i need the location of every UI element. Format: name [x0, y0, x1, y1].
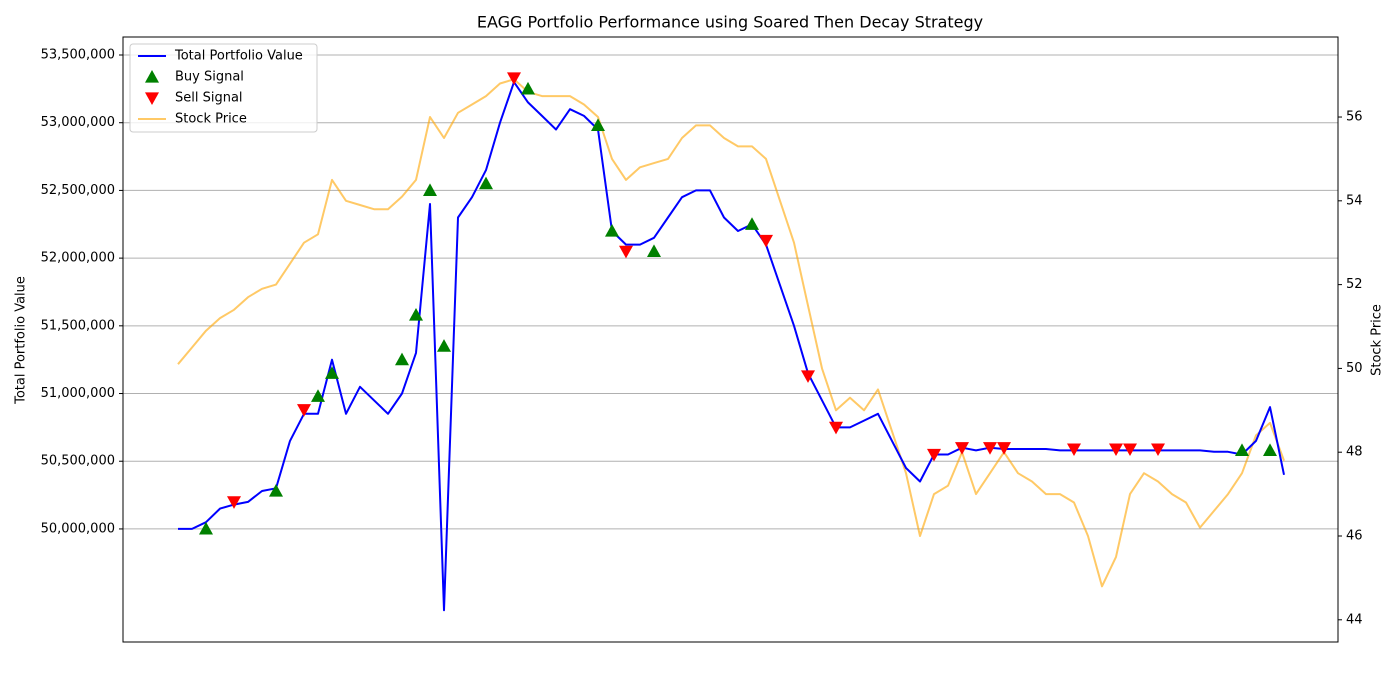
plot-frame: [122, 36, 1339, 643]
y2-axis-label: Stock Price: [1370, 304, 1385, 376]
legend-label: Sell Signal: [175, 91, 243, 106]
y2-tick-label: 46: [1346, 528, 1363, 543]
y2-tick-label: 44: [1346, 612, 1363, 627]
signal-marker: [801, 370, 815, 383]
y-tick-label: 52,000,000: [41, 251, 115, 266]
signal-marker: [409, 307, 423, 321]
y2-tick-label: 48: [1346, 445, 1363, 460]
signal-marker: [1109, 443, 1123, 457]
signal-marker: [297, 404, 311, 417]
y-tick-label: 51,000,000: [41, 386, 115, 401]
signal-marker: [619, 245, 633, 259]
signal-marker: [521, 81, 535, 95]
series-line: [177, 78, 1285, 588]
signal-marker: [759, 234, 773, 248]
signal-marker: [1123, 443, 1137, 457]
chart-title: EAGG Portfolio Performance using Soared …: [477, 13, 983, 32]
signal-marker: [423, 183, 437, 197]
signal-marker: [479, 176, 493, 190]
signal-marker: [1151, 443, 1165, 457]
signal-marker: [927, 448, 941, 462]
signal-marker: [507, 72, 521, 86]
y-tick-label: 50,000,000: [41, 521, 115, 536]
signal-marker: [311, 389, 325, 402]
y-tick-label: 53,000,000: [41, 115, 115, 130]
signal-marker: [591, 118, 605, 132]
y2-tick-label: 52: [1346, 277, 1363, 292]
legend-label: Total Portfolio Value: [174, 49, 303, 64]
signal-marker: [199, 521, 213, 535]
signal-marker: [437, 339, 451, 352]
y-axis-label: Total Portfolio Value: [14, 276, 29, 405]
legend-marker: [145, 92, 159, 105]
signal-marker: [1067, 443, 1081, 457]
y-tick-label: 53,500,000: [41, 48, 115, 63]
legend-box: [129, 43, 318, 133]
y2-tick-label: 56: [1346, 110, 1363, 125]
signal-marker: [325, 366, 339, 379]
signal-marker: [227, 496, 241, 509]
signal-marker: [983, 442, 997, 455]
signal-marker: [605, 224, 619, 237]
signal-marker: [829, 421, 843, 435]
signal-marker: [395, 352, 409, 366]
y-tick-label: 52,500,000: [41, 183, 115, 198]
y-tick-label: 51,500,000: [41, 318, 115, 333]
y2-tick-label: 50: [1346, 361, 1363, 376]
signal-marker: [1263, 443, 1277, 456]
signal-marker: [997, 442, 1011, 455]
series-line: [178, 81, 1285, 612]
legend-label: Buy Signal: [175, 70, 244, 85]
signal-marker: [745, 217, 759, 230]
signal-marker: [1235, 443, 1249, 456]
y-tick-label: 50,500,000: [41, 454, 115, 469]
signal-marker: [269, 484, 283, 497]
legend-label: Stock Price: [175, 112, 247, 127]
y2-tick-label: 54: [1346, 193, 1363, 208]
signal-marker: [955, 442, 969, 455]
signal-marker: [647, 244, 661, 257]
legend-marker: [145, 70, 159, 83]
